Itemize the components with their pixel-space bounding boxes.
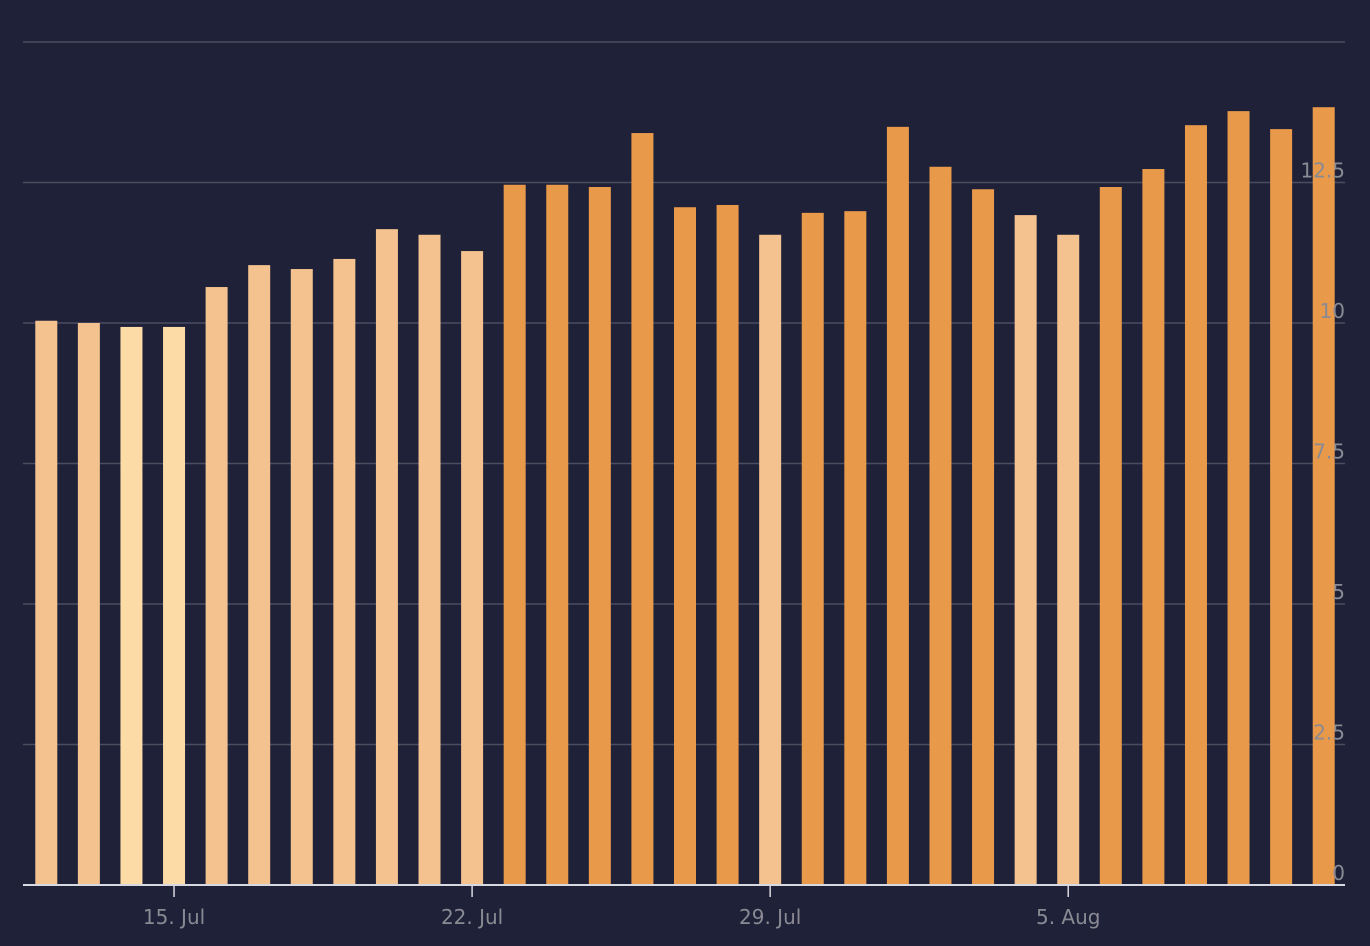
x-tick-label: 29. Jul (739, 905, 801, 929)
bar (333, 258, 356, 885)
bar (1227, 111, 1250, 886)
y-tick-label: 12.5 (1300, 159, 1345, 183)
bar (290, 269, 313, 886)
x-tick-label: 15. Jul (143, 905, 205, 929)
bar (1057, 234, 1080, 886)
bar (759, 234, 782, 886)
bar (418, 234, 441, 886)
y-tick-label: 7.5 (1313, 440, 1345, 464)
bar (1312, 107, 1335, 885)
bar (1014, 215, 1037, 885)
bar (716, 204, 739, 886)
bar (205, 287, 228, 886)
bar (77, 323, 100, 885)
bar (1142, 169, 1165, 886)
bar (503, 184, 526, 886)
bar (588, 186, 611, 886)
bar (1099, 186, 1122, 886)
bar (546, 184, 569, 886)
bar (929, 166, 952, 885)
bar (35, 320, 58, 885)
y-tick-label: 0 (1332, 861, 1345, 885)
bar (248, 265, 271, 885)
bar (674, 207, 696, 885)
bar (886, 126, 909, 885)
bar (801, 212, 824, 885)
y-tick-label: 2.5 (1313, 721, 1345, 745)
bar (163, 326, 186, 886)
bar (1270, 129, 1293, 886)
bar (631, 133, 654, 885)
x-tick-label: 22. Jul (441, 905, 503, 929)
y-tick-label: 5 (1332, 580, 1345, 604)
bar (375, 229, 398, 885)
bar (1184, 125, 1207, 885)
y-tick-label: 10 (1320, 299, 1345, 323)
bar (120, 326, 143, 886)
bar (461, 251, 484, 886)
bar (844, 211, 867, 886)
x-tick-label: 5. Aug (1036, 905, 1101, 929)
bar (972, 189, 995, 885)
